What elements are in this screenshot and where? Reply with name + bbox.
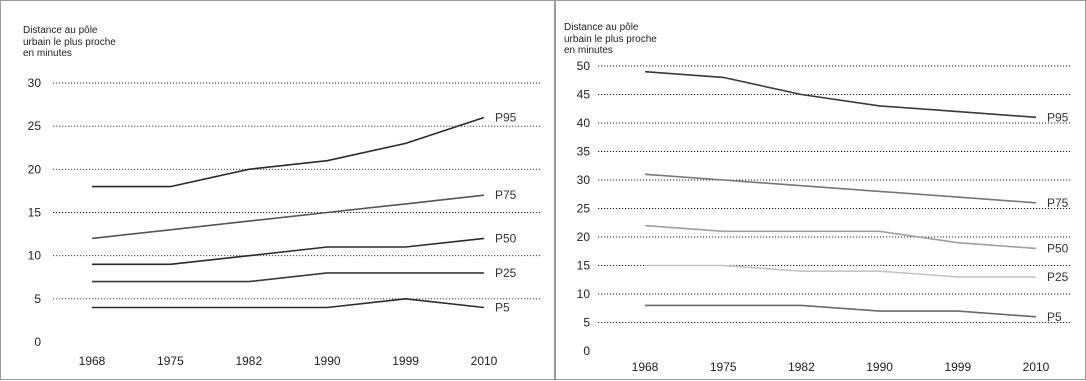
chart-left-xtick-label: 2010 xyxy=(471,354,498,368)
chart-right-xtick-label: 1999 xyxy=(944,360,971,374)
chart-left-ylabel-line-2: urbain le plus proche xyxy=(23,36,116,48)
chart-right-ytick-label: 50 xyxy=(577,59,591,73)
chart-right-xtick-label: 1968 xyxy=(632,360,659,374)
chart-right-xtick-label: 2010 xyxy=(1023,360,1050,374)
chart-left-series-line-p75 xyxy=(91,194,485,240)
chart-right-series-line-p50 xyxy=(644,224,1037,250)
chart-right-ylabel-line-3: en minutes xyxy=(564,45,613,56)
chart-left-series-label-p25: P25 xyxy=(495,266,517,280)
chart-left-series-line-p25 xyxy=(92,272,484,283)
chart-left-ytick-label: 0 xyxy=(34,335,41,349)
chart-left-ytick-label: 25 xyxy=(28,119,42,133)
chart-left-xtick-label: 1975 xyxy=(157,354,184,368)
chart-left-ytick-label: 15 xyxy=(28,206,42,220)
chart-right-ylabel-line-2: urbain le plus proche xyxy=(564,33,657,45)
chart-right-series-label-p5: P5 xyxy=(1047,310,1062,324)
chart-right-series-line-p75 xyxy=(644,173,1037,204)
chart-right-ytick-label: 10 xyxy=(577,287,591,301)
chart-right-ytick-label: 20 xyxy=(577,230,591,244)
chart-left-series-label-p95: P95 xyxy=(495,111,517,125)
chart-right-series-label-p50: P50 xyxy=(1047,241,1069,255)
chart-left-series-line-p50 xyxy=(92,237,485,266)
chart-left-series-line-p5 xyxy=(92,297,485,309)
chart-left-series-label-p50: P50 xyxy=(495,231,517,245)
chart-right-ytick-label: 0 xyxy=(583,344,590,358)
chart-left-xtick-label: 1999 xyxy=(392,354,419,368)
chart-left-panel: Distance au pôle urbain le plus proche e… xyxy=(0,0,555,380)
chart-right-xtick-label: 1982 xyxy=(788,360,815,374)
chart-right-ytick-label: 25 xyxy=(577,202,591,216)
chart-left-ylabel-line-1: Distance au pôle xyxy=(23,25,98,36)
chart-right-ytick-label: 15 xyxy=(577,259,591,273)
chart-left-xtick-label: 1968 xyxy=(79,354,106,368)
chart-left-ylabel: Distance au pôle urbain le plus proche e… xyxy=(23,25,116,60)
chart-right-panel: Distance au pôle urbain le plus proche e… xyxy=(555,0,1086,380)
chart-right-ylabel: Distance au pôle urbain le plus proche e… xyxy=(564,22,657,57)
chart-right-ytick-label: 5 xyxy=(583,316,590,330)
chart-left-ytick-label: 5 xyxy=(34,292,41,306)
chart-left-ytick-label: 10 xyxy=(28,249,42,263)
chart-left-xtick-label: 1982 xyxy=(235,354,262,368)
chart-left-series-label-p5: P5 xyxy=(495,300,510,314)
chart-right-ytick-label: 45 xyxy=(577,88,591,102)
chart-left-ytick-label: 30 xyxy=(28,76,42,90)
chart-right-series-label-p25: P25 xyxy=(1047,270,1069,284)
chart-right-series-label-p95: P95 xyxy=(1047,110,1069,124)
chart-right-series-line-p95 xyxy=(644,70,1037,119)
chart-left-ytick-label: 20 xyxy=(28,162,42,176)
chart-right-ytick-label: 30 xyxy=(577,173,591,187)
chart-right-xtick-label: 1990 xyxy=(866,360,893,374)
chart-right-series-line-p5 xyxy=(645,304,1037,318)
chart-right-series-line-p25 xyxy=(645,264,1036,278)
chart-right-xtick-label: 1975 xyxy=(710,360,737,374)
chart-left-series-label-p75: P75 xyxy=(495,188,517,202)
chart-left-plot: 0 5 10 15 20 25 30 1968 1975 1982 1990 1999 2010 P95 P… xyxy=(28,76,541,368)
chart-left-series-line-p95 xyxy=(92,116,485,188)
chart-right-ylabel-line-1: Distance au pôle xyxy=(564,22,639,33)
chart-left-ylabel-line-3: en minutes xyxy=(23,48,72,59)
chart-right-ytick-label: 40 xyxy=(577,116,591,130)
chart-right-series-label-p75: P75 xyxy=(1047,196,1069,210)
chart-right-ytick-label: 35 xyxy=(577,145,591,159)
chart-left-xtick-label: 1990 xyxy=(314,354,341,368)
chart-right-plot: 0 5 10 15 20 25 30 35 40 45 50 1968 1975 1982 1990 1999… xyxy=(577,59,1072,374)
